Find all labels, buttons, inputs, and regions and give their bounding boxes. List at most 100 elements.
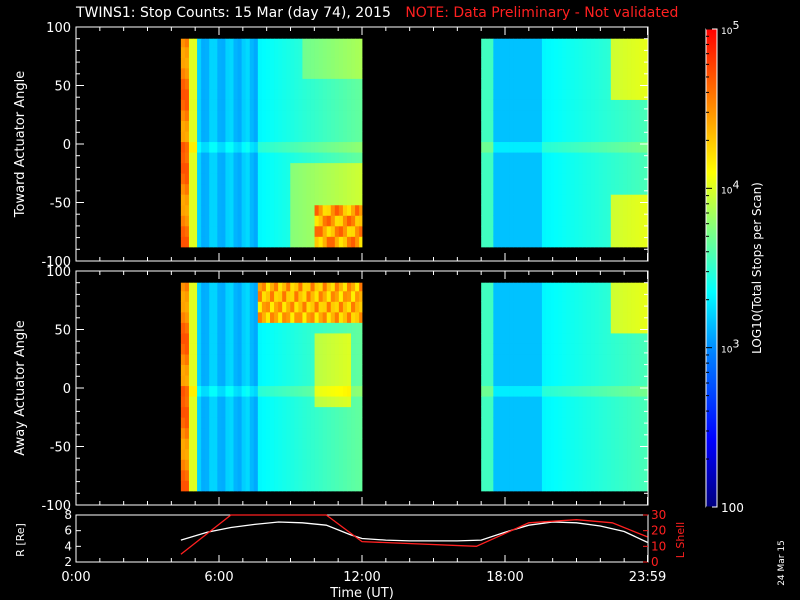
heat-cell <box>314 152 320 164</box>
heat-cell <box>622 183 628 195</box>
heat-cell <box>318 183 324 195</box>
heat-cell <box>574 322 579 334</box>
heat-cell <box>302 385 307 397</box>
heat-cell <box>225 290 230 302</box>
heat-cell <box>497 57 502 69</box>
heat-cell <box>627 396 632 408</box>
colorbar-tick-label: 100 <box>721 501 744 515</box>
heat-cell <box>355 162 360 174</box>
heat-cell <box>351 385 356 397</box>
heat-cell <box>334 162 340 174</box>
heat-cell <box>570 78 575 90</box>
heat-cell <box>574 78 579 90</box>
heat-cell <box>501 173 506 185</box>
heat-cell <box>627 459 632 471</box>
heat-cell <box>241 110 247 121</box>
heat-cell <box>274 215 279 227</box>
heat-cell <box>501 67 506 79</box>
heat-cell <box>205 67 210 79</box>
heat-cell <box>359 385 363 397</box>
heat-cell <box>481 57 486 69</box>
heat-cell <box>562 141 567 153</box>
heat-cell <box>334 204 340 216</box>
heat-cell <box>249 417 255 429</box>
heat-cell <box>237 162 243 174</box>
heat-cell <box>582 173 587 185</box>
heat-cell <box>558 120 563 132</box>
heat-cell <box>221 343 226 355</box>
heat-cell <box>201 385 206 397</box>
heat-cell <box>265 99 271 111</box>
heat-cell <box>180 162 186 174</box>
heat-cell <box>193 427 198 439</box>
heat-cell <box>570 354 575 365</box>
heat-cell <box>541 469 547 481</box>
heat-cell <box>521 364 527 376</box>
heat-cell <box>598 290 604 302</box>
heat-cell <box>314 406 320 418</box>
heat-cell <box>618 131 624 143</box>
heat-cell <box>590 385 596 397</box>
heat-cell <box>610 78 616 90</box>
heat-cell <box>594 364 600 376</box>
heat-cell <box>574 333 579 344</box>
heat-cell <box>184 99 190 111</box>
heat-cell <box>290 406 295 418</box>
heat-cell <box>197 225 202 237</box>
heat-cell <box>566 99 571 111</box>
heat-cell <box>322 459 328 471</box>
heat-cell <box>521 215 527 227</box>
heat-cell <box>346 152 352 164</box>
heat-cell <box>614 469 620 481</box>
heat-cell <box>359 459 363 471</box>
heat-cell <box>513 57 519 69</box>
heat-cell <box>639 282 644 292</box>
heat-cell <box>622 322 628 334</box>
heat-cell <box>205 194 210 206</box>
heat-cell <box>302 183 307 195</box>
heat-cell <box>338 396 344 408</box>
heat-cell <box>509 396 514 408</box>
heat-cell <box>249 448 255 460</box>
heat-cell <box>602 375 608 387</box>
heat-cell <box>606 225 612 237</box>
heat-cell <box>338 469 344 481</box>
heat-cell <box>217 385 222 397</box>
heat-cell <box>229 469 234 481</box>
heat-cell <box>270 236 275 248</box>
heat-cell <box>188 311 194 323</box>
heat-cell <box>241 89 247 100</box>
heat-cell <box>270 78 275 90</box>
heat-cell <box>306 141 311 153</box>
heat-cell <box>355 152 360 164</box>
heat-cell <box>286 152 291 164</box>
heat-cell <box>359 480 363 492</box>
heat-cell <box>359 57 363 69</box>
heat-cell <box>209 417 214 429</box>
heat-cell <box>253 311 259 323</box>
heat-cell <box>205 375 210 387</box>
heat-cell <box>270 194 275 206</box>
heat-cell <box>229 448 234 460</box>
heat-cell <box>338 343 344 355</box>
heat-cell <box>249 333 255 344</box>
heat-cell <box>245 322 251 334</box>
heat-cell <box>184 120 190 132</box>
heat-cell <box>513 322 519 334</box>
heat-cell <box>517 236 523 248</box>
heat-cell <box>598 194 604 206</box>
heat-cell <box>602 215 608 227</box>
heat-cell <box>533 311 539 323</box>
heat-cell <box>481 236 486 248</box>
heat-cell <box>221 354 226 365</box>
heat-cell <box>614 385 620 397</box>
heat-cell <box>481 480 486 492</box>
heat-cell <box>193 141 198 153</box>
heat-cell <box>241 438 247 450</box>
heat-cell <box>221 427 226 439</box>
heat-cell <box>643 438 648 450</box>
heat-cell <box>550 290 555 302</box>
heat-cell <box>282 480 287 492</box>
